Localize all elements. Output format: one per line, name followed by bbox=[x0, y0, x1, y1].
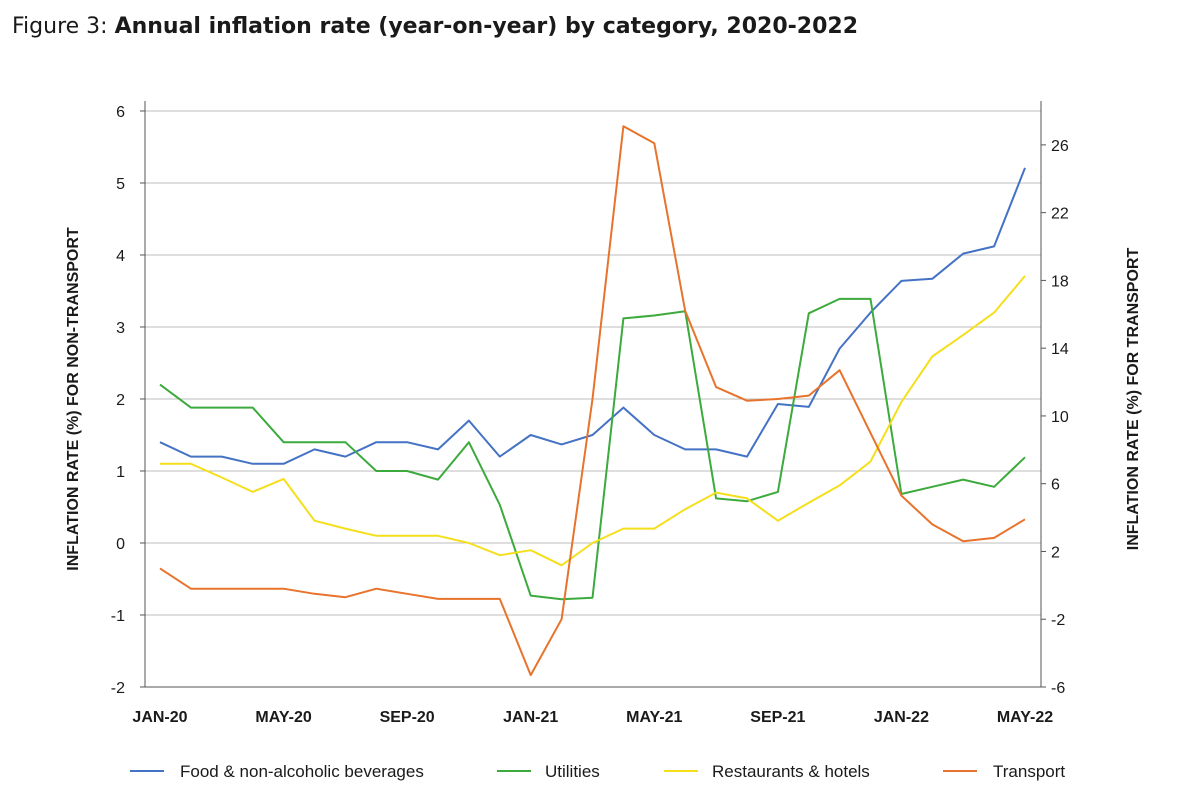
y-axis-label-right: INFLATION RATE (%) FOR TRANSPORT bbox=[1125, 248, 1142, 551]
legend-label: Restaurants & hotels bbox=[712, 762, 870, 781]
y-tick-label-right: 14 bbox=[1051, 341, 1069, 358]
legend-label: Utilities bbox=[545, 762, 600, 781]
y-tick-label-right: -2 bbox=[1051, 612, 1065, 629]
legend-label: Transport bbox=[993, 762, 1065, 781]
axes bbox=[140, 101, 1046, 688]
y-tick-label-left: -1 bbox=[111, 608, 125, 625]
legend: Food & non-alcoholic beverages Utilities R… bbox=[130, 762, 1065, 781]
y-tick-label-right: 26 bbox=[1051, 138, 1069, 155]
y-tick-label-right: 2 bbox=[1051, 544, 1060, 561]
y-tick-label-left: 3 bbox=[116, 320, 125, 337]
y-tick-label-right: 22 bbox=[1051, 206, 1069, 223]
series-line-transport bbox=[159, 125, 1026, 677]
y-tick-label-left: 6 bbox=[116, 104, 125, 121]
y-tick-label-left: 0 bbox=[116, 536, 125, 553]
series-line-food-non-alcoholic-beverages bbox=[159, 167, 1026, 465]
y-axis-label-left: INFLATION RATE (%) FOR NON-TRANSPORT bbox=[65, 227, 82, 571]
y-tick-label-right: 10 bbox=[1051, 409, 1069, 426]
x-tick-label: MAY-20 bbox=[255, 709, 311, 726]
series-lines bbox=[159, 125, 1026, 677]
x-tick-label: MAY-22 bbox=[997, 709, 1053, 726]
x-tick-label: MAY-21 bbox=[626, 709, 682, 726]
y-tick-label-right: -6 bbox=[1051, 680, 1065, 697]
series-line-utilities bbox=[159, 297, 1026, 601]
y-tick-label-right: 6 bbox=[1051, 477, 1060, 494]
gridlines bbox=[145, 110, 1041, 616]
figure-number: Figure 3: bbox=[12, 14, 115, 39]
y-tick-label-left: 2 bbox=[116, 392, 125, 409]
series-line-restaurants-hotels bbox=[160, 275, 1026, 567]
y-tick-label-right: 18 bbox=[1051, 273, 1069, 290]
legend-label: Food & non-alcoholic beverages bbox=[180, 762, 424, 781]
x-tick-label: JAN-21 bbox=[503, 709, 558, 726]
y-tick-label-left: 5 bbox=[116, 176, 125, 193]
x-tick-label: JAN-22 bbox=[874, 709, 929, 726]
figure-title: Figure 3: Annual inflation rate (year-on… bbox=[12, 14, 858, 39]
figure-title-text: Annual inflation rate (year-on-year) by … bbox=[114, 14, 859, 39]
y-tick-label-left: 1 bbox=[116, 464, 125, 481]
x-tick-label: JAN-20 bbox=[132, 709, 187, 726]
x-tick-label: SEP-20 bbox=[380, 709, 435, 726]
y-tick-label-left: -2 bbox=[111, 680, 125, 697]
x-tick-label: SEP-21 bbox=[750, 709, 805, 726]
y-tick-label-left: 4 bbox=[116, 248, 125, 265]
